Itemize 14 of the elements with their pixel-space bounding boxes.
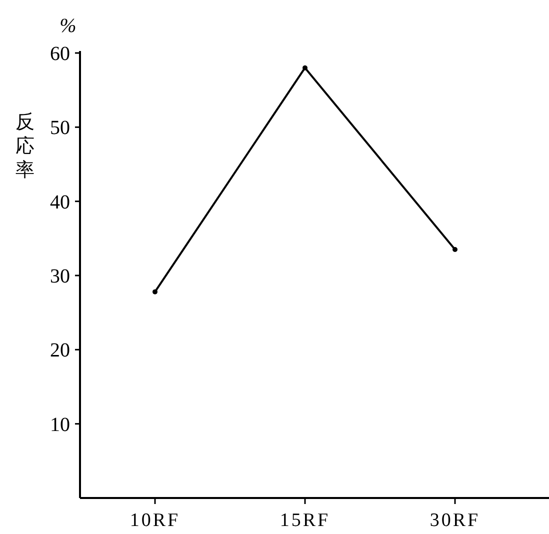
x-tick-label: 30RF [430, 510, 480, 531]
x-tick-label: 15RF [280, 510, 330, 531]
y-tick-label: 40 [50, 191, 70, 214]
y-tick-label: 20 [50, 340, 70, 362]
point [152, 289, 158, 294]
point [452, 247, 458, 252]
y-tick-label: 30 [50, 266, 70, 288]
text: % [60, 15, 76, 37]
y-axis-title: 反応率 [16, 112, 34, 181]
y-tick-label: 10 [50, 414, 70, 436]
point [302, 65, 308, 70]
y-tick-label: 50 [50, 117, 70, 140]
x-tick-label: 10RF [130, 510, 180, 531]
y-tick-label: 60 [50, 43, 70, 65]
